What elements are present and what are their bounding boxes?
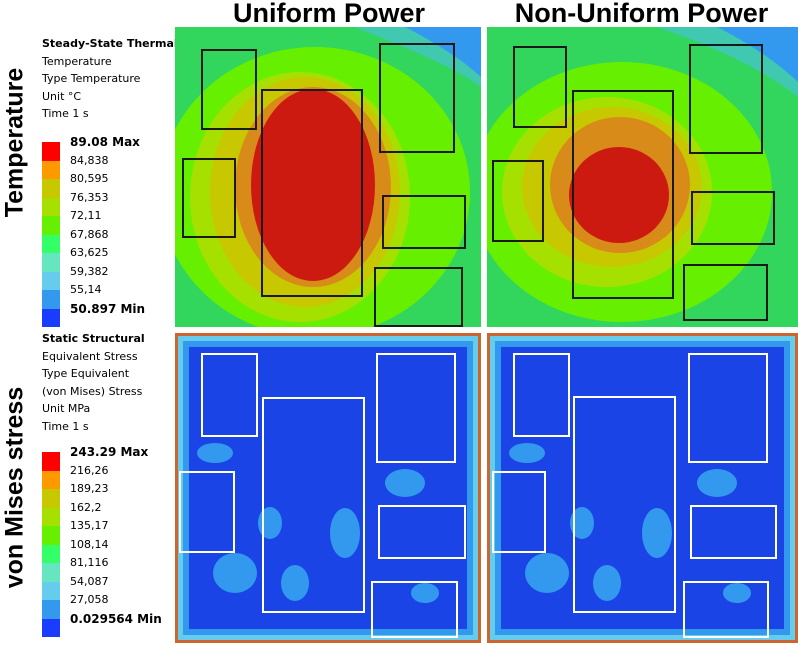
thermal-max-label: 89.08 Max (70, 135, 140, 149)
scale-swatch (42, 507, 60, 526)
stress-legend-line: (von Mises) Stress (42, 384, 143, 398)
thermal-color-scale (42, 142, 60, 327)
stress-legend-header: Static Structural Equivalent Stress Type… (42, 330, 145, 435)
thermal-legend-line: Unit °C (42, 89, 82, 103)
scale-swatch (42, 160, 60, 179)
scale-swatch (42, 618, 60, 637)
thermal-legend-title: Steady-State Thermal (42, 37, 178, 50)
stress-map-non-uniform (487, 333, 798, 643)
thermal-legend-line: Temperature (42, 54, 112, 68)
thermal-scale-labels: 89.08 Max 84,838 80,595 76,353 72,11 67,… (70, 133, 145, 318)
scale-swatch (42, 526, 60, 545)
scale-swatch (42, 253, 60, 272)
scale-swatch (42, 142, 60, 161)
stress-legend-line: Type Equivalent (42, 367, 130, 380)
thermal-legend-header: Steady-State Thermal Temperature Type Te… (42, 35, 178, 123)
row-title-stress: von Mises stress (0, 386, 29, 589)
column-title-uniform: Uniform Power (232, 0, 426, 28)
stress-tick: 189,23 (70, 482, 109, 495)
stress-tick: 162,2 (70, 500, 102, 514)
thermal-legend-line: Type Temperature (42, 72, 141, 85)
scale-swatch (42, 452, 60, 471)
scale-swatch (42, 290, 60, 309)
scale-swatch (42, 470, 60, 489)
scale-swatch (42, 563, 60, 582)
stress-map-uniform (175, 333, 481, 643)
scale-swatch (42, 197, 60, 216)
stress-tick: 108,14 (70, 537, 109, 551)
thermal-min-label: 50.897 Min (70, 301, 146, 316)
scale-swatch (42, 600, 60, 619)
scale-swatch (42, 271, 60, 290)
stress-scale-labels: 243.29 Max 216,26 189,23 162,2 135,17 10… (70, 443, 162, 628)
thermal-legend-line: Time 1 s (42, 107, 89, 120)
scale-swatch (42, 216, 60, 235)
stress-legend-line: Time 1 s (42, 419, 89, 433)
thermal-tick: 80,595 (70, 172, 109, 185)
thermal-tick: 55,14 (70, 283, 102, 296)
stress-tick: 81,116 (70, 556, 109, 569)
thermal-map-non-uniform (487, 27, 798, 327)
stress-tick: 135,17 (70, 519, 109, 532)
scale-swatch (42, 581, 60, 600)
stress-max-label: 243.29 Max (70, 445, 149, 459)
thermal-tick: 84,838 (70, 153, 109, 167)
row-title-temperature: Temperature (0, 67, 29, 218)
thermal-map-uniform (175, 27, 481, 327)
scale-swatch (42, 308, 60, 327)
stress-min-label: 0.029564 Min (70, 611, 162, 626)
stress-tick: 27,058 (70, 593, 109, 606)
column-title-non-uniform: Non-Uniform Power (514, 0, 769, 28)
thermal-tick: 76,353 (70, 190, 109, 204)
stress-legend-line: Unit MPa (42, 402, 91, 415)
thermal-tick: 63,625 (70, 246, 109, 259)
stress-color-scale (42, 452, 60, 637)
scale-swatch (42, 544, 60, 563)
scale-swatch (42, 179, 60, 198)
stress-tick: 54,087 (70, 574, 109, 588)
scale-swatch (42, 489, 60, 508)
stress-tick: 216,26 (70, 463, 109, 477)
stress-legend-line: Equivalent Stress (42, 349, 138, 363)
scale-swatch (42, 234, 60, 253)
thermal-tick: 72,11 (70, 209, 102, 222)
thermal-tick: 59,382 (70, 264, 109, 278)
thermal-tick: 67,868 (70, 227, 109, 241)
stress-legend-title: Static Structural (42, 332, 145, 345)
